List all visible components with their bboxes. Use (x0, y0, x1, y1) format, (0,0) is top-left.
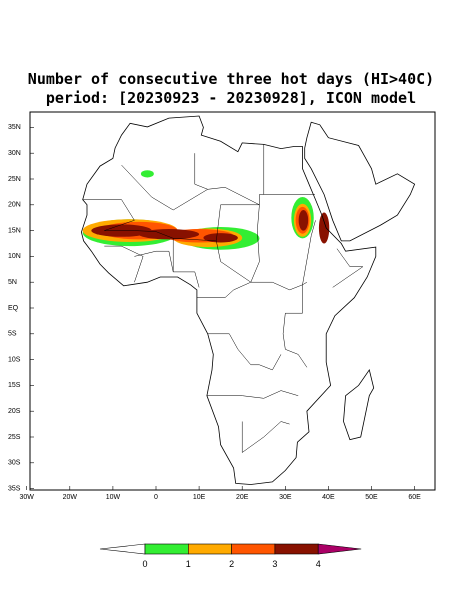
subtitle: period: [20230923 - 20230928], ICON mode… (46, 89, 416, 107)
colorbar-label: 4 (316, 559, 321, 569)
colorbar: 0 1 2 3 4 (99, 543, 362, 569)
border-line (207, 333, 282, 371)
heat-area (138, 229, 200, 240)
lat-label: 5S (8, 331, 17, 338)
border-line (104, 230, 308, 291)
lat-label: 25N (8, 176, 21, 183)
border-line (172, 238, 200, 288)
colorbar-bin (231, 543, 276, 555)
lon-label: 50E (365, 494, 378, 501)
lon-label: 20W (63, 494, 78, 501)
lat-label: 20N (8, 202, 21, 209)
heat-area (298, 209, 309, 231)
lat-label: 25S (8, 434, 21, 441)
lat-label: 35S (8, 485, 21, 492)
border-line (282, 284, 308, 368)
border-line (134, 250, 174, 272)
border-line (194, 153, 208, 190)
border-line (196, 281, 251, 298)
lon-label: 20E (236, 494, 249, 501)
colorbar-bin (274, 543, 319, 555)
lon-label: 30W (19, 494, 34, 501)
border-line (82, 199, 135, 231)
lon-label: 0 (154, 494, 158, 501)
colorbar-bin (144, 543, 189, 555)
land-outline (343, 368, 375, 441)
lat-label: 15N (8, 227, 21, 234)
lat-label: EQ (8, 305, 19, 312)
lon-label: 40E (322, 494, 335, 501)
colorbar-high (317, 543, 362, 555)
colorbar-label: 3 (272, 559, 277, 569)
lon-label: 30E (279, 494, 292, 501)
border-line (302, 220, 316, 285)
lon-label: 60E (408, 494, 421, 501)
border-line (241, 421, 290, 453)
colorbar-bin (188, 543, 232, 555)
map-frame (29, 111, 436, 491)
colorbar-label: 2 (229, 559, 234, 569)
heat-area (203, 233, 238, 243)
lat-label: 5N (8, 279, 17, 286)
lat-label: 30N (8, 150, 21, 157)
border-line (332, 248, 364, 288)
land-outline (304, 121, 416, 242)
border-line (206, 390, 299, 399)
lat-label: 10N (8, 253, 21, 260)
border-line (104, 245, 144, 283)
coastline (80, 115, 416, 485)
lat-label: 20S (8, 408, 21, 415)
heat-area (318, 212, 330, 244)
border-line (216, 204, 260, 241)
title: Number of consecutive three hot days (HI… (28, 70, 434, 88)
land-outline (80, 115, 377, 485)
border-line (250, 204, 260, 283)
lat-label: 35N (8, 124, 21, 131)
colorbar-low (99, 543, 146, 555)
lat-label: 10S (8, 356, 21, 363)
axis-labels: 35N 30N 25N 20N 15N 10N 5N EQ 5S 10S 15S 20S 25S 30S 3… (8, 124, 421, 501)
lat-label: 15S (8, 382, 21, 389)
lat-label: 30S (8, 460, 21, 467)
heat-areas (82, 170, 330, 250)
lon-label: 10E (193, 494, 206, 501)
border-line (121, 164, 315, 211)
colorbar-label: 1 (186, 559, 191, 569)
lon-label: 10W (106, 494, 121, 501)
heat-area (140, 170, 154, 178)
colorbar-label: 0 (142, 559, 147, 569)
